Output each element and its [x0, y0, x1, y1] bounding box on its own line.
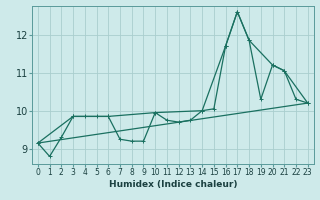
X-axis label: Humidex (Indice chaleur): Humidex (Indice chaleur) [108, 180, 237, 189]
